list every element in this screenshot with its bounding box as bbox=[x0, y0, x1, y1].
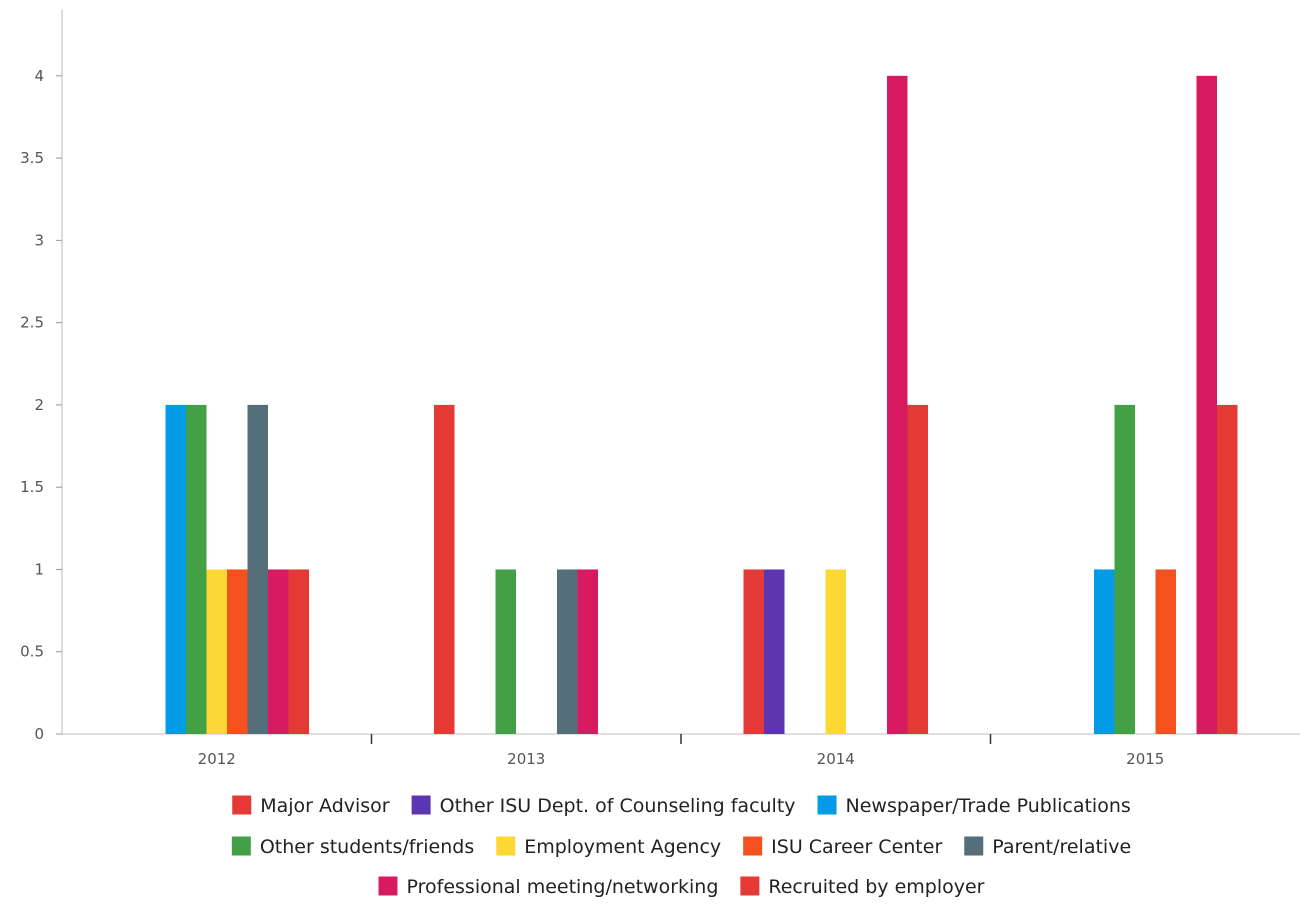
x-tick-label: 2012 bbox=[198, 750, 236, 768]
bar bbox=[495, 569, 516, 734]
bar bbox=[887, 75, 908, 735]
legend-swatch bbox=[232, 795, 252, 815]
legend-item[interactable]: Parent/relative bbox=[964, 836, 1131, 858]
y-tick-label: 0.5 bbox=[20, 643, 44, 661]
y-tick-label: 0 bbox=[34, 725, 44, 743]
legend-item[interactable]: Other ISU Dept. of Counseling faculty bbox=[411, 795, 796, 817]
legend-swatch bbox=[743, 836, 763, 856]
bar bbox=[1094, 569, 1115, 734]
legend-label: Employment Agency bbox=[524, 836, 721, 858]
legend-swatch bbox=[964, 836, 984, 856]
legend-swatch bbox=[740, 876, 760, 896]
bar bbox=[288, 569, 309, 734]
legend-item[interactable]: Recruited by employer bbox=[740, 876, 985, 898]
legend-label: Professional meeting/networking bbox=[407, 876, 719, 898]
bar bbox=[1217, 404, 1238, 734]
bar bbox=[165, 404, 186, 734]
bars bbox=[165, 75, 1238, 735]
legend-label: ISU Career Center bbox=[771, 836, 942, 858]
legend-label: Recruited by employer bbox=[768, 876, 984, 898]
legend-item[interactable]: Professional meeting/networking bbox=[378, 876, 719, 898]
bar bbox=[206, 569, 227, 734]
bar bbox=[764, 569, 785, 734]
bar bbox=[743, 569, 764, 734]
legend-label: Major Advisor bbox=[260, 795, 390, 817]
x-tick-label: 2013 bbox=[507, 750, 545, 768]
legend-swatch bbox=[231, 836, 251, 856]
y-tick-label: 1 bbox=[34, 560, 44, 578]
y-tick-label: 2 bbox=[34, 396, 44, 414]
y-tick-label: 4 bbox=[34, 67, 44, 85]
legend-label: Parent/relative bbox=[992, 836, 1131, 858]
bar bbox=[186, 404, 207, 734]
legend: Major Advisor Other ISU Dept. of Counseli… bbox=[231, 795, 1131, 898]
y-tick-label: 2.5 bbox=[20, 314, 44, 332]
legend-item[interactable]: ISU Career Center bbox=[743, 836, 942, 858]
legend-swatch bbox=[378, 876, 398, 896]
x-tick-label: 2014 bbox=[817, 750, 855, 768]
bar bbox=[825, 569, 846, 734]
bar bbox=[434, 404, 455, 734]
y-tick-label: 3 bbox=[34, 231, 44, 249]
legend-item[interactable]: Major Advisor bbox=[232, 795, 390, 817]
legend-swatch bbox=[411, 795, 431, 815]
bar bbox=[1196, 75, 1217, 735]
legend-label: Other ISU Dept. of Counseling faculty bbox=[440, 795, 796, 817]
legend-swatch bbox=[496, 836, 516, 856]
legend-item[interactable]: Newspaper/Trade Publications bbox=[817, 795, 1131, 817]
bar bbox=[247, 404, 268, 734]
bar bbox=[1114, 404, 1135, 734]
bar bbox=[268, 569, 289, 734]
bar bbox=[227, 569, 248, 734]
legend-label: Other students/friends bbox=[260, 836, 474, 858]
bar bbox=[907, 404, 928, 734]
bar bbox=[577, 569, 598, 734]
legend-swatch bbox=[817, 795, 837, 815]
legend-label: Newspaper/Trade Publications bbox=[846, 795, 1131, 817]
bar bbox=[1155, 569, 1176, 734]
y-tick-label: 3.5 bbox=[20, 149, 44, 167]
bar bbox=[557, 569, 578, 734]
legend-item[interactable]: Other students/friends bbox=[231, 836, 474, 858]
legend-item[interactable]: Employment Agency bbox=[496, 836, 721, 858]
y-tick-label: 1.5 bbox=[20, 478, 44, 496]
axes: 0 0.5 1 1.5 2 2.5 3 3.5 4 2012 2013 2014 2015 bbox=[20, 10, 1300, 768]
x-tick-label: 2015 bbox=[1126, 750, 1164, 768]
